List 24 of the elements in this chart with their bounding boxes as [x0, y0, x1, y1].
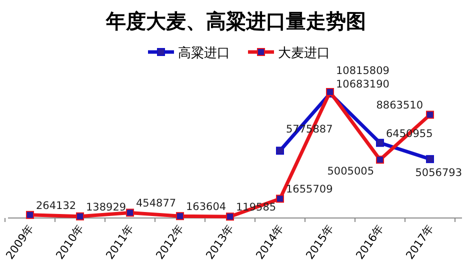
data-label: 1655709: [286, 184, 333, 196]
data-label: 10815809: [336, 65, 390, 77]
data-label: 264132: [36, 200, 76, 212]
point: [426, 155, 434, 164]
data-label: 138929: [86, 201, 126, 214]
point: [376, 138, 384, 147]
point: [376, 156, 384, 164]
chart-title: 年度大麦、高粱进口量走势图: [105, 9, 366, 33]
data-label: 8863510: [376, 100, 423, 112]
point: [276, 194, 284, 203]
legend-label: 大麦进口: [278, 46, 330, 61]
data-label: 454877: [136, 198, 176, 210]
point: [126, 208, 134, 217]
legend-label: 高粱进口: [178, 45, 230, 61]
point: [226, 212, 234, 221]
point: [176, 212, 184, 220]
point: [26, 210, 34, 219]
data-label: 163604: [186, 201, 226, 214]
data-label: 10683190: [336, 78, 390, 91]
point: [276, 146, 284, 155]
data-label: 5005005: [327, 166, 374, 178]
data-label: 5056793: [415, 167, 462, 180]
point: [426, 110, 434, 119]
point: [76, 212, 84, 220]
